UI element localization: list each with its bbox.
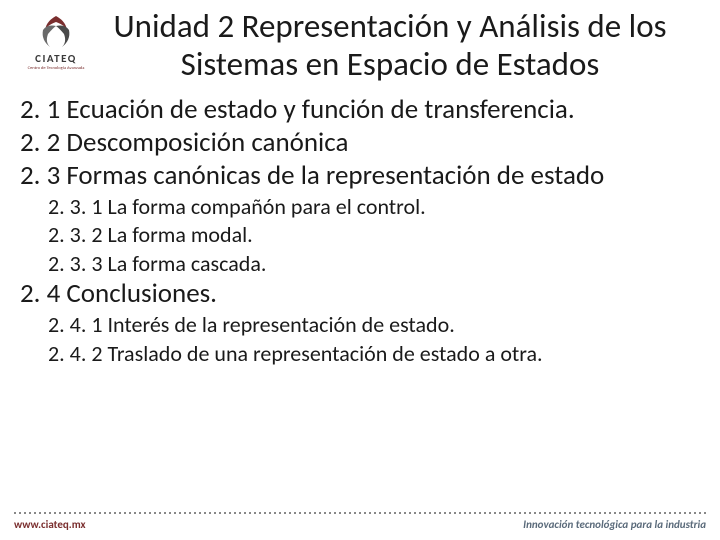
section-2-2: 2. 2 Descomposición canónica bbox=[20, 127, 700, 160]
section-2-3-2: 2. 3. 2 La forma modal. bbox=[20, 221, 700, 250]
section-2-1: 2. 1 Ecuación de estado y función de tra… bbox=[20, 94, 700, 127]
footer-tagline: Innovación tecnológica para la industria bbox=[523, 518, 706, 531]
logo-text: CIATEQ bbox=[14, 52, 98, 65]
logo-mark-icon bbox=[14, 14, 98, 50]
logo-subtitle: Centro de Tecnología Avanzada bbox=[14, 66, 98, 71]
section-2-4-1: 2. 4. 1 Interés de la representación de … bbox=[20, 311, 700, 340]
section-2-4: 2. 4 Conclusiones. bbox=[20, 278, 700, 311]
footer-url: www.ciateq.mx bbox=[14, 518, 86, 531]
section-2-3-3: 2. 3. 3 La forma cascada. bbox=[20, 250, 700, 279]
section-2-4-2: 2. 4. 2 Traslado de una representación d… bbox=[20, 340, 700, 369]
footer-divider bbox=[14, 512, 706, 514]
section-2-3: 2. 3 Formas canónicas de la representaci… bbox=[20, 160, 700, 193]
footer: www.ciateq.mx Innovación tecnológica par… bbox=[0, 512, 720, 540]
logo: CIATEQ Centro de Tecnología Avanzada bbox=[14, 14, 98, 71]
content-outline: 2. 1 Ecuación de estado y función de tra… bbox=[0, 84, 720, 369]
page-title: Unidad 2 Representación y Análisis de lo… bbox=[0, 0, 720, 84]
section-2-3-1: 2. 3. 1 La forma compañón para el contro… bbox=[20, 193, 700, 222]
